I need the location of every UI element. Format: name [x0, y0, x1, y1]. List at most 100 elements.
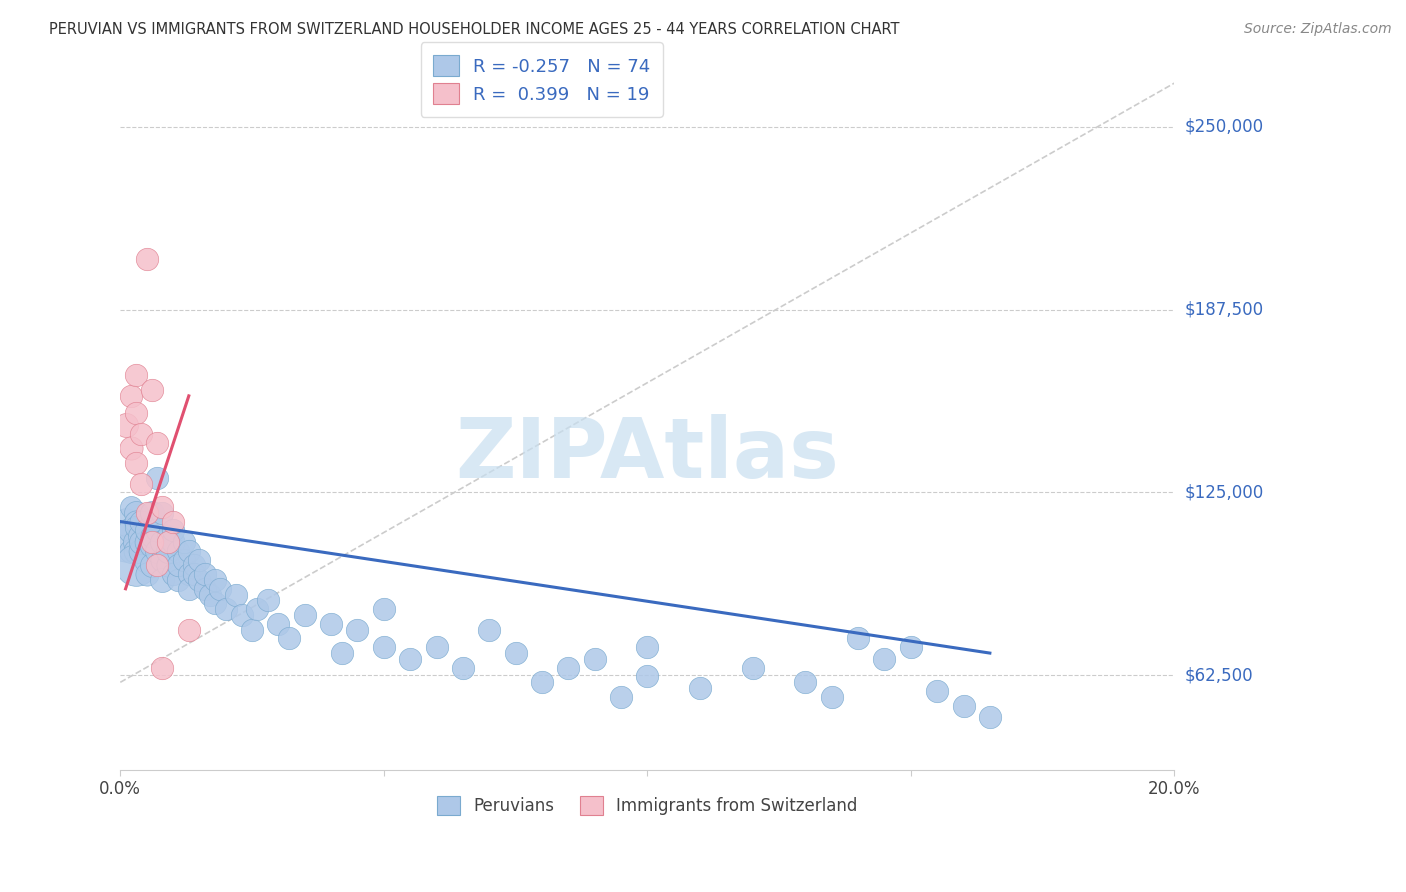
Text: Source: ZipAtlas.com: Source: ZipAtlas.com — [1244, 22, 1392, 37]
Point — [167, 543, 190, 558]
Point — [373, 640, 395, 655]
Point — [257, 593, 280, 607]
Point — [177, 543, 200, 558]
Point — [194, 582, 217, 596]
Point — [557, 661, 579, 675]
Point — [125, 515, 148, 529]
Point — [225, 588, 247, 602]
Point — [610, 690, 633, 704]
Legend: Peruvians, Immigrants from Switzerland: Peruvians, Immigrants from Switzerland — [427, 786, 868, 825]
Point — [120, 500, 142, 514]
Point — [204, 596, 226, 610]
Point — [152, 535, 174, 549]
Point — [209, 582, 232, 596]
Point — [146, 558, 169, 573]
Point — [141, 535, 163, 549]
Point — [152, 573, 174, 587]
Text: $62,500: $62,500 — [1185, 666, 1254, 684]
Point — [183, 567, 205, 582]
Point — [267, 616, 290, 631]
Point — [183, 558, 205, 573]
Point — [505, 646, 527, 660]
Point — [135, 535, 157, 549]
Point — [952, 698, 974, 713]
Point — [131, 535, 153, 549]
Point — [152, 552, 174, 566]
Point — [451, 661, 474, 675]
Point — [152, 661, 174, 675]
Point — [120, 543, 142, 558]
Point — [741, 661, 763, 675]
Point — [373, 602, 395, 616]
Point — [900, 640, 922, 655]
Point — [125, 506, 148, 520]
Point — [156, 543, 179, 558]
Point — [319, 616, 342, 631]
Point — [152, 500, 174, 514]
Point — [135, 552, 157, 566]
Point — [689, 681, 711, 695]
Point — [399, 652, 422, 666]
Point — [177, 567, 200, 582]
Point — [152, 506, 174, 520]
Point — [478, 623, 501, 637]
Text: $187,500: $187,500 — [1185, 301, 1264, 318]
Point — [425, 640, 447, 655]
Point — [215, 602, 238, 616]
Point — [173, 535, 195, 549]
Point — [794, 675, 817, 690]
Point — [125, 535, 148, 549]
Point — [188, 573, 211, 587]
Point — [821, 690, 844, 704]
Point — [141, 506, 163, 520]
Point — [120, 389, 142, 403]
Point — [167, 573, 190, 587]
Point — [173, 552, 195, 566]
Text: $250,000: $250,000 — [1185, 118, 1264, 136]
Point — [141, 383, 163, 397]
Point — [131, 426, 153, 441]
Point — [330, 646, 353, 660]
Text: $125,000: $125,000 — [1185, 483, 1264, 501]
Point — [278, 632, 301, 646]
Point — [114, 515, 136, 529]
Point — [927, 684, 949, 698]
Point — [141, 558, 163, 573]
Point — [141, 529, 163, 543]
Point — [125, 558, 148, 573]
Point — [125, 406, 148, 420]
Point — [162, 524, 184, 538]
Point — [131, 543, 153, 558]
Point — [120, 524, 142, 538]
Point — [156, 535, 179, 549]
Point — [636, 640, 658, 655]
Point — [114, 535, 136, 549]
Point — [125, 520, 148, 534]
Point — [135, 567, 157, 582]
Point — [246, 602, 269, 616]
Point — [120, 442, 142, 456]
Point — [135, 252, 157, 266]
Point — [346, 623, 368, 637]
Point — [146, 524, 169, 538]
Point — [135, 506, 157, 520]
Point — [162, 567, 184, 582]
Point — [135, 524, 157, 538]
Point — [873, 652, 896, 666]
Point — [583, 652, 606, 666]
Point — [131, 476, 153, 491]
Point — [530, 675, 553, 690]
Point — [194, 567, 217, 582]
Point — [846, 632, 869, 646]
Point — [177, 623, 200, 637]
Text: ZIPAtlas: ZIPAtlas — [456, 414, 839, 495]
Point — [198, 588, 221, 602]
Point — [979, 710, 1001, 724]
Point — [125, 368, 148, 383]
Point — [177, 582, 200, 596]
Point — [162, 515, 184, 529]
Point — [114, 418, 136, 433]
Point — [131, 515, 153, 529]
Point — [167, 558, 190, 573]
Point — [162, 535, 184, 549]
